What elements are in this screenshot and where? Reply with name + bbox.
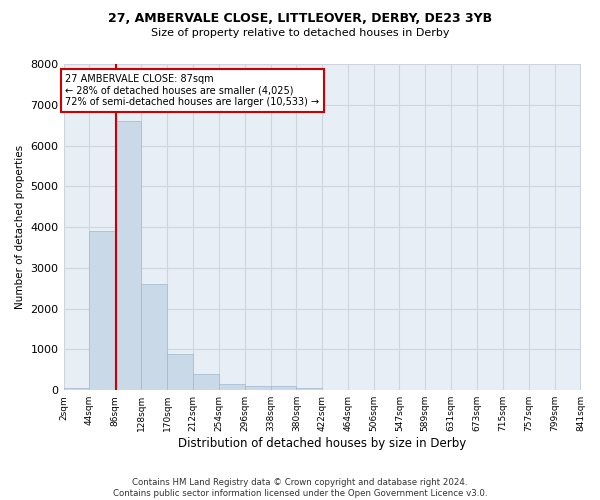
Y-axis label: Number of detached properties: Number of detached properties [15, 145, 25, 309]
Text: 27 AMBERVALE CLOSE: 87sqm
← 28% of detached houses are smaller (4,025)
72% of se: 27 AMBERVALE CLOSE: 87sqm ← 28% of detac… [65, 74, 320, 108]
Bar [115, 121, 141, 390]
Bar [245, 386, 271, 390]
Bar [296, 388, 322, 390]
Bar [167, 354, 193, 390]
Bar [193, 374, 219, 390]
Text: Contains HM Land Registry data © Crown copyright and database right 2024.
Contai: Contains HM Land Registry data © Crown c… [113, 478, 487, 498]
Bar [219, 384, 245, 390]
Bar [89, 231, 115, 390]
Bar [64, 388, 89, 390]
Bar [271, 386, 296, 390]
Text: 27, AMBERVALE CLOSE, LITTLEOVER, DERBY, DE23 3YB: 27, AMBERVALE CLOSE, LITTLEOVER, DERBY, … [108, 12, 492, 26]
X-axis label: Distribution of detached houses by size in Derby: Distribution of detached houses by size … [178, 437, 466, 450]
Text: Size of property relative to detached houses in Derby: Size of property relative to detached ho… [151, 28, 449, 38]
Bar [141, 284, 167, 390]
